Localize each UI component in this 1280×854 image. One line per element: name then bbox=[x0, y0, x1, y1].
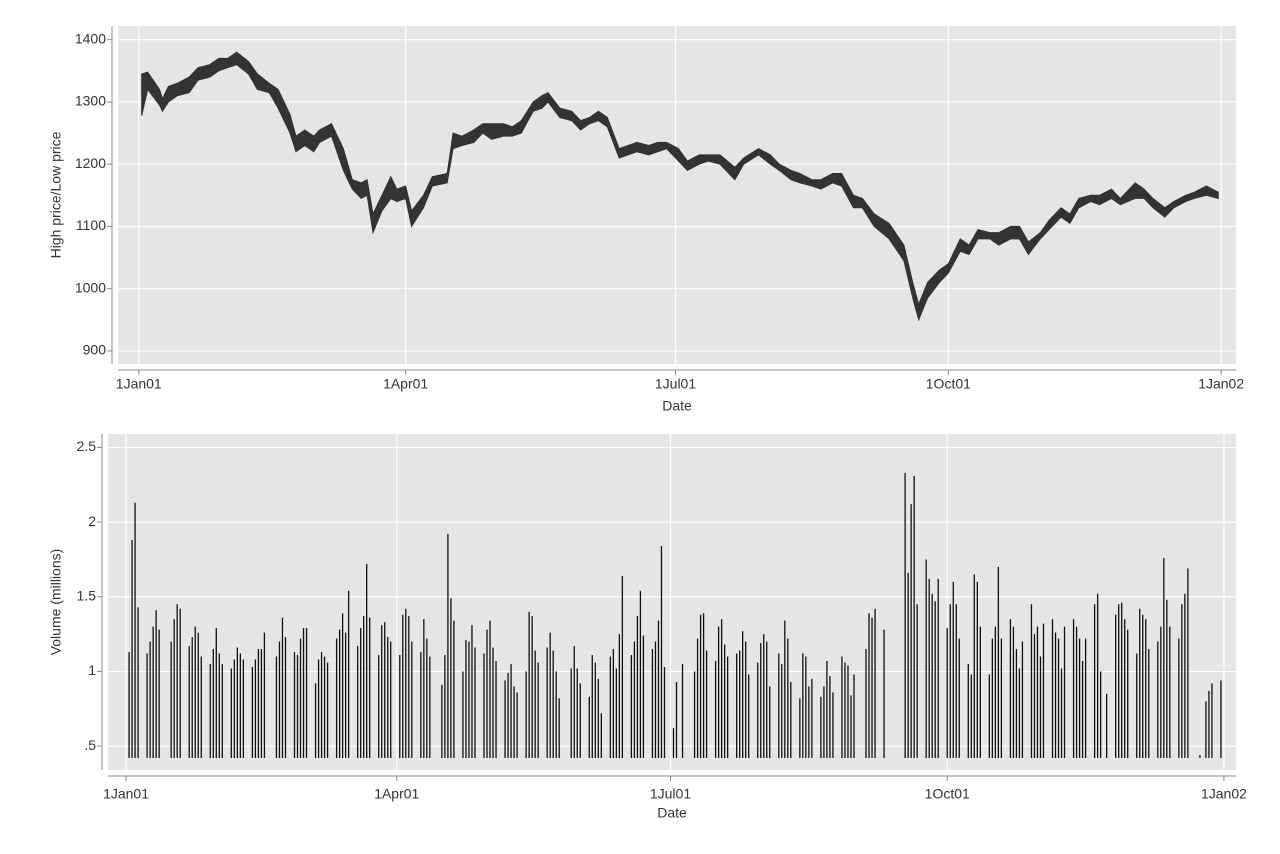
y-tick-label: 900 bbox=[83, 342, 107, 358]
x-tick-label: 1Jan01 bbox=[116, 376, 162, 392]
y-tick-label: 1000 bbox=[75, 279, 106, 295]
price-range bbox=[141, 51, 1219, 322]
x-axis-label: Date bbox=[657, 805, 687, 821]
x-axis-label: Date bbox=[662, 398, 692, 414]
y-tick-label: 1200 bbox=[75, 155, 106, 171]
x-tick-label: 1Jan02 bbox=[1201, 786, 1247, 802]
y-tick-label: 1.5 bbox=[77, 587, 97, 603]
x-tick-label: 1Jul01 bbox=[655, 376, 696, 392]
x-tick-label: 1Jan02 bbox=[1198, 376, 1244, 392]
y-tick-label: 1 bbox=[88, 662, 96, 678]
plot-area bbox=[108, 434, 1236, 770]
y-axis-label: High price/Low price bbox=[48, 131, 64, 258]
x-tick-label: 1Oct01 bbox=[925, 786, 970, 802]
x-tick-label: 1Jan01 bbox=[103, 786, 149, 802]
x-tick-label: 1Jul01 bbox=[650, 786, 691, 802]
y-tick-label: .5 bbox=[84, 737, 96, 753]
x-tick-label: 1Apr01 bbox=[374, 786, 419, 802]
y-tick-label: 1400 bbox=[75, 30, 106, 46]
x-tick-label: 1Apr01 bbox=[383, 376, 428, 392]
y-tick-label: 1100 bbox=[76, 217, 106, 233]
y-tick-label: 2 bbox=[88, 513, 96, 529]
x-tick-label: 1Oct01 bbox=[926, 376, 971, 392]
y-tick-label: 1300 bbox=[75, 93, 106, 109]
y-tick-label: 2.5 bbox=[77, 438, 97, 454]
y-axis-label: Volume (millions) bbox=[48, 549, 64, 656]
plot-area bbox=[118, 26, 1236, 364]
